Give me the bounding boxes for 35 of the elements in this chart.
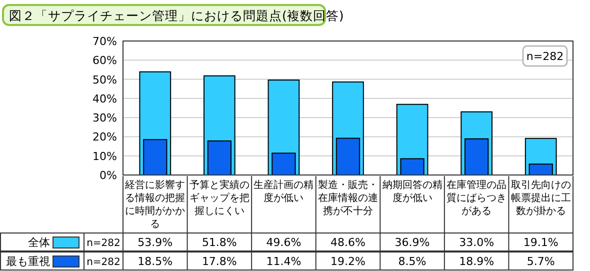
data-label: 5.7% [526,255,555,268]
data-label: 8.5% [398,255,426,268]
y-tick-label: 50% [92,73,117,86]
y-tick-label: 40% [92,92,117,106]
annotation: n=282 [526,50,564,63]
data-label: 17.8% [202,255,237,268]
y-tick-label: 30% [92,112,117,125]
legend-label: 最も重視 [6,255,50,268]
y-tick-label: 0% [100,169,117,182]
x-tick-label: 生産計画の精度が低い [254,179,314,204]
x-tick-label: 製造・販売・在庫情報の連携が不十分 [318,179,378,217]
data-label: 18.9% [459,255,494,268]
data-label: 19.2% [330,255,366,268]
data-label: 51.8% [202,236,237,249]
data-label: 53.9% [138,236,173,249]
y-tick-label: 60% [92,54,117,68]
legend-label: 全体 [28,236,50,249]
x-tick-label: 経営に影響する情報の把握に時間がかかる [124,179,186,230]
chart-title: 図２「サプライチェーン管理」における問題点(複数回答) [9,8,344,23]
x-tick-label: 取引先向けの帳票提出に工数が掛かる [510,179,571,217]
data-label: 33.0% [459,236,494,249]
text: n=282 [86,257,120,268]
y-tick-label: 10% [92,150,117,163]
y-tick-label: 70% [92,35,117,48]
data-label: 19.1% [523,236,558,249]
data-label: 36.9% [394,236,430,249]
data-label: 18.5% [138,255,173,268]
x-tick-label: 納期回答の精度が低い [382,179,442,204]
data-label: 11.4% [266,255,302,268]
x-tick-label: 予算と実績のギャップを把握しにくい [189,179,250,217]
data-label: 48.6% [330,236,366,249]
x-tick-label: 在庫管理の品質にばらつきがある [446,179,507,217]
text: n=282 [86,238,120,249]
y-tick-label: 20% [92,130,117,144]
data-label: 49.6% [266,236,302,249]
